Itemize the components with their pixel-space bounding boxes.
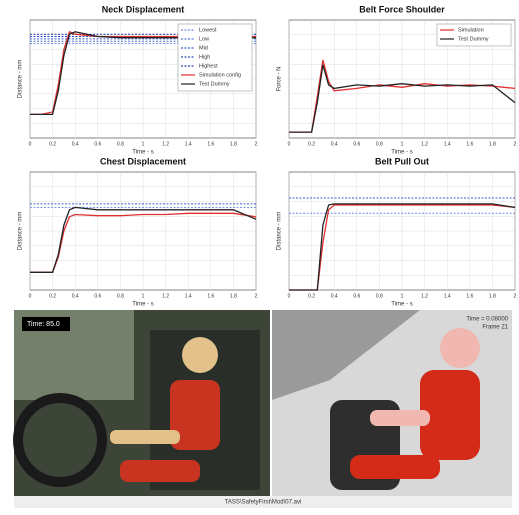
x-tick-label: 1 <box>142 141 145 147</box>
x-tick-label: 0.8 <box>376 293 383 299</box>
x-axis-label: Time - s <box>132 302 153 308</box>
x-tick-label: 0 <box>288 141 291 147</box>
right-frame: Frame 21 <box>482 325 508 331</box>
chart-title: Belt Pull Out <box>375 156 429 166</box>
y-axis-label: Distance - mm <box>18 60 24 99</box>
x-axis-label: Time - s <box>132 150 153 156</box>
x-tick-label: 1.2 <box>421 293 428 299</box>
chart-title: Chest Displacement <box>100 156 186 166</box>
x-tick-label: 1.8 <box>230 293 237 299</box>
y-axis-label: Force - N <box>277 66 283 91</box>
x-tick-label: 0.2 <box>49 293 56 299</box>
x-axis-label: Time - s <box>391 150 412 156</box>
x-tick-label: 0.6 <box>94 141 101 147</box>
chart-title: Belt Force Shoulder <box>359 4 445 14</box>
x-tick-label: 0 <box>288 293 291 299</box>
x-tick-label: 0.4 <box>72 293 79 299</box>
x-tick-label: 1.6 <box>207 293 214 299</box>
x-tick-label: 0.6 <box>353 293 360 299</box>
x-tick-label: 0.4 <box>72 141 79 147</box>
legend-label: Mid <box>199 45 208 51</box>
legend-label: Low <box>199 36 209 42</box>
x-tick-label: 1.4 <box>444 293 451 299</box>
x-tick-label: 1.2 <box>421 141 428 147</box>
x-tick-label: 2 <box>255 293 258 299</box>
x-tick-label: 1 <box>401 293 404 299</box>
right-time: Time = 0.08000 <box>466 317 508 323</box>
x-tick-label: 0.4 <box>331 293 338 299</box>
x-axis-label: Time - s <box>391 302 412 308</box>
x-tick-label: 2 <box>514 141 517 147</box>
x-tick-label: 0 <box>29 293 32 299</box>
x-tick-label: 0.2 <box>49 141 56 147</box>
x-tick-label: 0.8 <box>117 293 124 299</box>
legend-label: High <box>199 54 210 60</box>
x-tick-label: 1 <box>142 293 145 299</box>
x-tick-label: 1 <box>401 141 404 147</box>
x-tick-label: 0.6 <box>353 141 360 147</box>
caption: TASS\SafetyFirst\Mod\07.avi <box>225 500 302 506</box>
x-tick-label: 1.4 <box>185 141 192 147</box>
x-tick-label: 0.2 <box>308 293 315 299</box>
y-axis-label: Distance - mm <box>18 212 24 251</box>
x-tick-label: 1.4 <box>185 293 192 299</box>
x-tick-label: 0.2 <box>308 141 315 147</box>
x-tick-label: 1.8 <box>230 141 237 147</box>
x-tick-label: 1.6 <box>466 141 473 147</box>
legend-label: Test Dummy <box>199 81 230 87</box>
dummy-arm <box>370 410 430 426</box>
y-axis-label: Distance - mm <box>277 212 283 251</box>
x-tick-label: 1.2 <box>162 141 169 147</box>
left-photo: Time: 85.0 <box>14 310 270 496</box>
dummy-arm <box>110 430 180 444</box>
legend-label: Simulation config <box>199 72 241 78</box>
legend-label: Test Dummy <box>458 36 489 42</box>
dummy-leg <box>120 460 200 482</box>
x-tick-label: 0 <box>29 141 32 147</box>
x-tick-label: 1.8 <box>489 293 496 299</box>
x-tick-label: 2 <box>514 293 517 299</box>
legend-label: Simulation <box>458 27 484 33</box>
x-tick-label: 1.4 <box>444 141 451 147</box>
x-tick-label: 1.6 <box>466 293 473 299</box>
left-time: Time: 85.0 <box>27 321 60 328</box>
dummy-head <box>182 337 218 373</box>
x-tick-label: 1.2 <box>162 293 169 299</box>
legend-label: Lowest <box>199 27 217 33</box>
x-tick-label: 0.8 <box>117 141 124 147</box>
x-tick-label: 1.8 <box>489 141 496 147</box>
x-tick-label: 0.6 <box>94 293 101 299</box>
dummy-leg <box>350 455 440 479</box>
page: Time: 85.0 Time = 0.08000 Frame 21 TASS\… <box>0 0 519 510</box>
x-tick-label: 0.4 <box>331 141 338 147</box>
right-photo: Time = 0.08000 Frame 21 <box>272 310 512 496</box>
x-tick-label: 0.8 <box>376 141 383 147</box>
legend-label: Highest <box>199 63 218 69</box>
x-tick-label: 2 <box>255 141 258 147</box>
x-tick-label: 1.6 <box>207 141 214 147</box>
chart-title: Neck Displacement <box>102 4 185 14</box>
dummy-head <box>440 328 480 368</box>
